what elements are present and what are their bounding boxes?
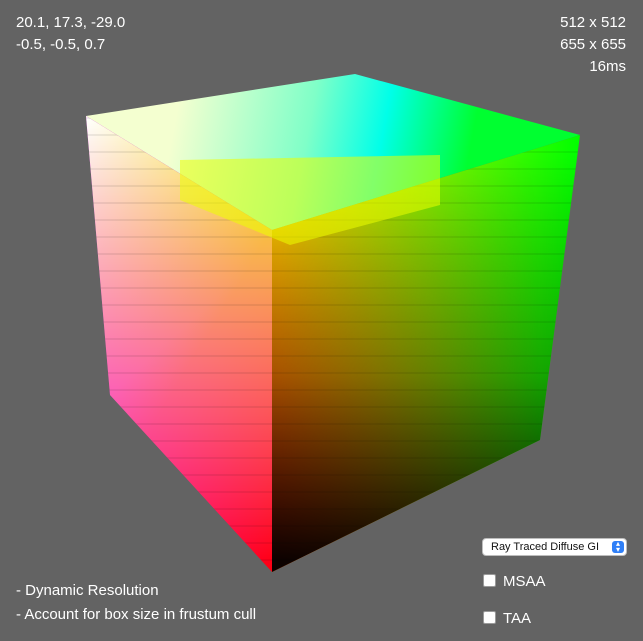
camera-direction-readout: -0.5, -0.5, 0.7 xyxy=(16,36,106,53)
taa-toggle[interactable]: TAA xyxy=(483,610,531,628)
chevron-updown-icon: ▴ ▾ xyxy=(612,540,624,554)
render-mode-selected-value: Ray Traced Diffuse GI xyxy=(491,541,600,553)
camera-info: 20.1, 17.3, -29.0 -0.5, -0.5, 0.7 xyxy=(16,12,125,56)
note-item: - Dynamic Resolution xyxy=(16,582,159,599)
frame-time-readout: 16ms xyxy=(589,58,626,75)
cube-left-face xyxy=(86,116,272,572)
taa-label: TAA xyxy=(503,610,532,627)
cube-right-face xyxy=(272,135,580,572)
render-resolution-readout: 512 x 512 xyxy=(560,14,626,31)
render-stats: 512 x 512 655 x 655 16ms xyxy=(560,12,626,78)
cube-inner-step xyxy=(180,155,440,245)
taa-checkbox[interactable] xyxy=(483,611,496,624)
render-mode-select[interactable]: Ray Traced Diffuse GI ▴ ▾ xyxy=(482,538,627,556)
msaa-label: MSAA xyxy=(503,573,546,590)
window-resolution-readout: 655 x 655 xyxy=(560,36,626,53)
todo-notes: - Dynamic Resolution - Account for box s… xyxy=(16,579,256,627)
note-item: - Account for box size in frustum cull xyxy=(16,606,257,623)
msaa-checkbox[interactable] xyxy=(483,574,496,587)
camera-position-readout: 20.1, 17.3, -29.0 xyxy=(16,14,126,31)
msaa-toggle[interactable]: MSAA xyxy=(483,573,546,591)
